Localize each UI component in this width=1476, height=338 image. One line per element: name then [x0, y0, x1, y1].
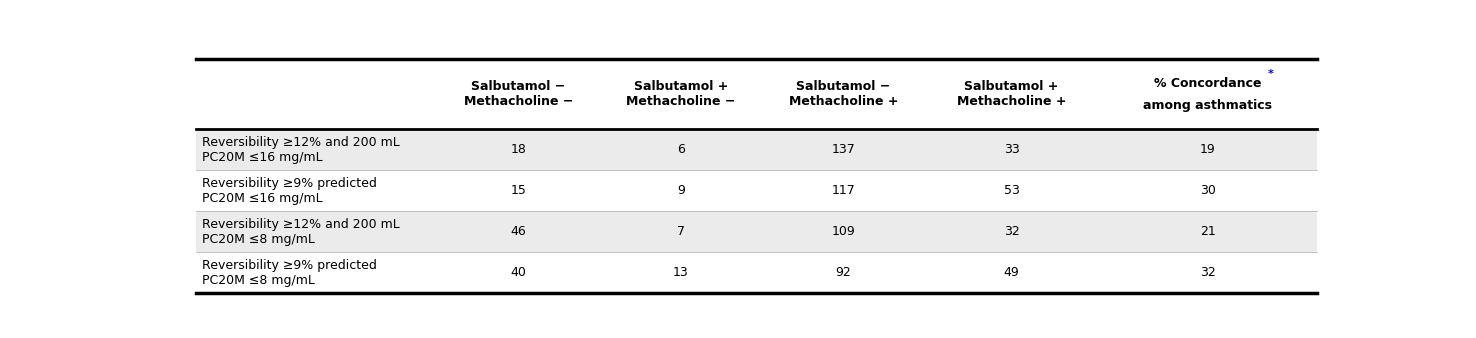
Text: Salbutamol −
Methacholine −: Salbutamol − Methacholine − [463, 80, 573, 108]
Text: *: * [1268, 69, 1274, 79]
Text: 21: 21 [1200, 225, 1216, 238]
Bar [196, 170, 1317, 211]
Text: Salbutamol −
Methacholine +: Salbutamol − Methacholine + [788, 80, 897, 108]
Text: 15: 15 [511, 184, 525, 197]
Text: 6: 6 [677, 143, 685, 156]
Text: 32: 32 [1200, 266, 1216, 279]
Text: Salbutamol +
Methacholine +: Salbutamol + Methacholine + [956, 80, 1066, 108]
Bar [196, 252, 1317, 293]
Text: 19: 19 [1200, 143, 1216, 156]
Text: Reversibility ≥12% and 200 mL
PC20M ≤16 mg/mL: Reversibility ≥12% and 200 mL PC20M ≤16 … [202, 136, 400, 164]
Text: 13: 13 [673, 266, 689, 279]
Text: 18: 18 [511, 143, 525, 156]
Text: 117: 117 [831, 184, 855, 197]
Bar [196, 129, 1317, 170]
Text: among asthmatics: among asthmatics [1142, 99, 1272, 112]
Text: 33: 33 [1004, 143, 1020, 156]
Text: Reversibility ≥12% and 200 mL
PC20M ≤8 mg/mL: Reversibility ≥12% and 200 mL PC20M ≤8 m… [202, 218, 400, 245]
Text: 92: 92 [835, 266, 852, 279]
Text: 7: 7 [677, 225, 685, 238]
Text: 40: 40 [511, 266, 525, 279]
Text: Reversibility ≥9% predicted
PC20M ≤8 mg/mL: Reversibility ≥9% predicted PC20M ≤8 mg/… [202, 259, 376, 287]
Text: 49: 49 [1004, 266, 1020, 279]
Text: 9: 9 [677, 184, 685, 197]
Text: 109: 109 [831, 225, 855, 238]
Text: 53: 53 [1004, 184, 1020, 197]
Text: % Concordance: % Concordance [1154, 77, 1262, 90]
Text: 32: 32 [1004, 225, 1020, 238]
Bar [196, 211, 1317, 252]
Text: 137: 137 [831, 143, 855, 156]
Text: 46: 46 [511, 225, 525, 238]
Text: Reversibility ≥9% predicted
PC20M ≤16 mg/mL: Reversibility ≥9% predicted PC20M ≤16 mg… [202, 176, 376, 204]
Text: Salbutamol +
Methacholine −: Salbutamol + Methacholine − [626, 80, 735, 108]
Text: 30: 30 [1200, 184, 1216, 197]
